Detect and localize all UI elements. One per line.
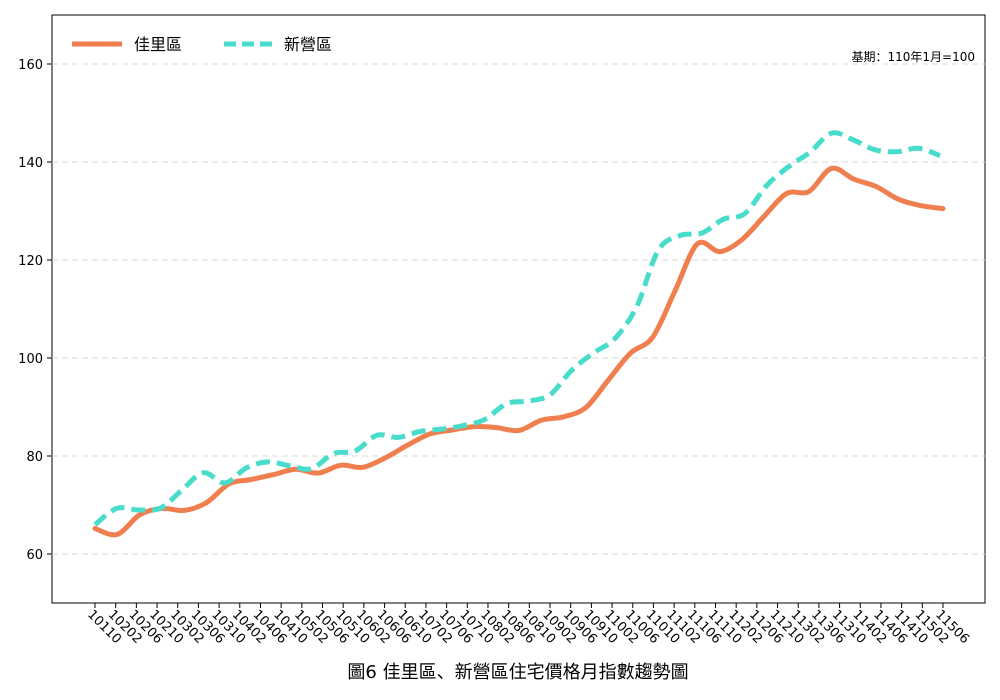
legend-label-series-2: 新營區 xyxy=(284,35,332,54)
y-tick-label-100: 100 xyxy=(18,352,43,367)
y-axis: 60 80 100 120 140 160 xyxy=(18,58,52,563)
legend: 佳里區 新營區 xyxy=(72,35,332,54)
grid-lines xyxy=(52,63,985,555)
base-period-note: 基期：110年1月=100 xyxy=(852,50,976,64)
y-tick-label-140: 140 xyxy=(18,156,43,171)
y-tick-label-120: 120 xyxy=(18,254,43,269)
legend-label-series-1: 佳里區 xyxy=(134,35,182,54)
y-tick-label-80: 80 xyxy=(26,450,43,465)
plot-frame xyxy=(51,14,986,604)
y-tick-label-60: 60 xyxy=(26,548,43,563)
chart-caption: 圖6 佳里區、新營區住宅價格月指數趨勢圖 xyxy=(347,662,688,683)
series-line-2 xyxy=(93,130,941,527)
series-lines xyxy=(92,130,946,538)
series-line-1 xyxy=(92,165,946,538)
x-axis: 1011010202102061021010302103061031010402… xyxy=(84,603,972,647)
y-tick-label-160: 160 xyxy=(18,58,43,73)
